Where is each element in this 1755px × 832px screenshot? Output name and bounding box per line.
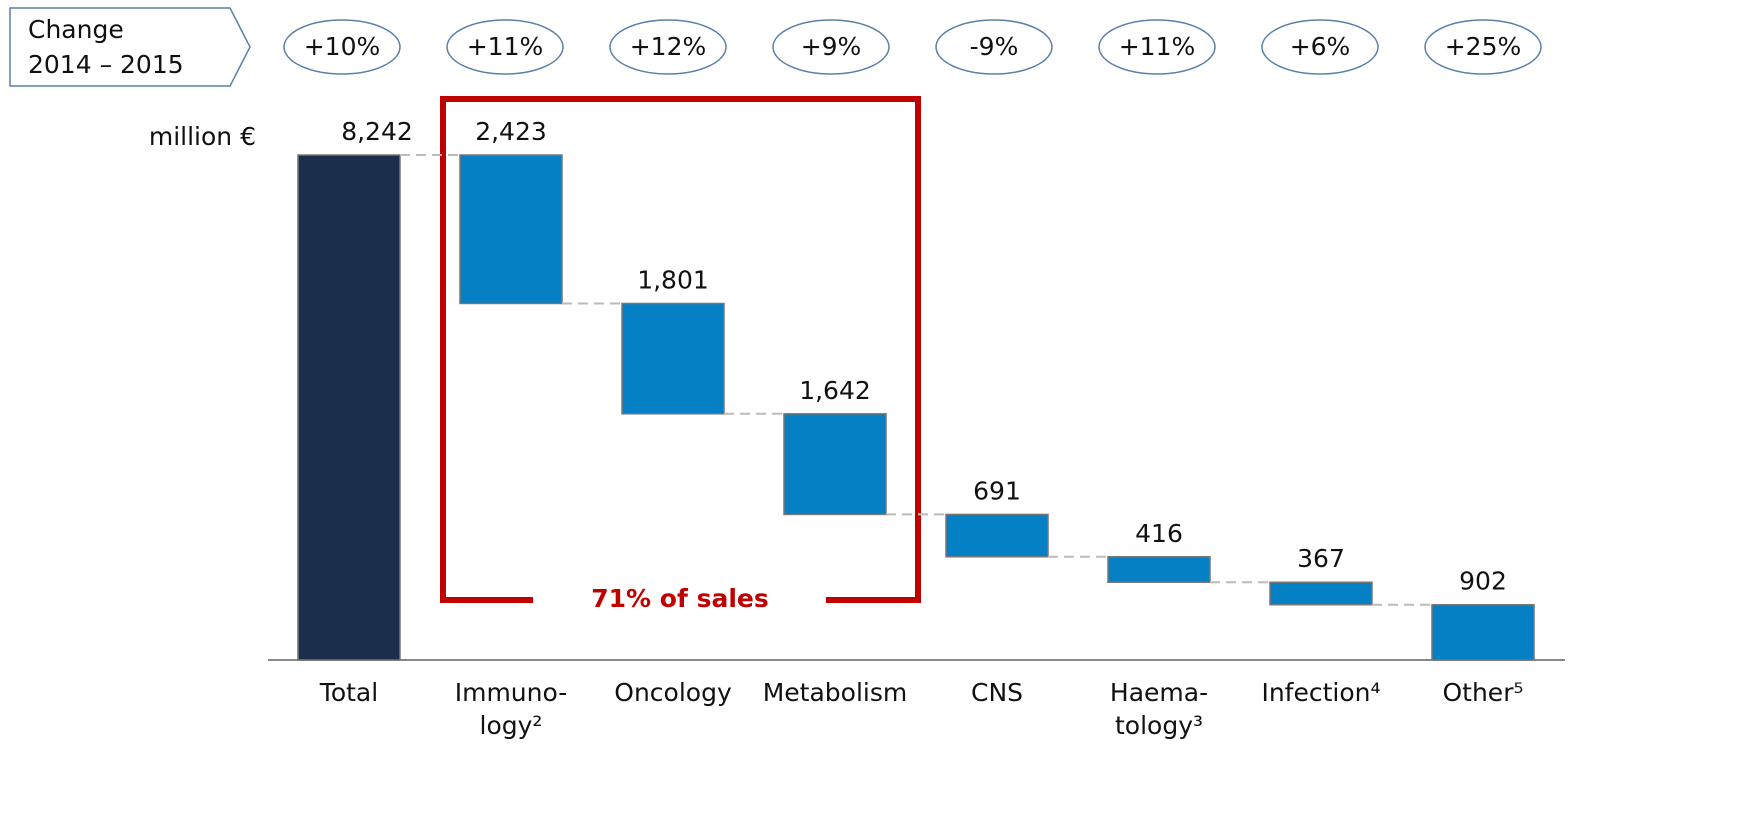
change-bubble (283, 19, 401, 75)
bar (297, 154, 401, 661)
bar (1107, 556, 1211, 583)
bar (1269, 581, 1373, 606)
change-bubble (609, 19, 727, 75)
value-label: 1,801 (637, 265, 709, 294)
x-tick-label: Immuno-logy² (455, 678, 568, 740)
bar (1431, 603, 1535, 661)
change-bubble (446, 19, 564, 75)
value-label: 1,642 (799, 376, 871, 405)
x-tick-label: Oncology (614, 678, 732, 707)
value-label: 2,423 (475, 117, 547, 146)
unit-label: million € (149, 122, 256, 151)
change-label: -9% (970, 32, 1019, 61)
highlight-bracket (440, 96, 921, 603)
change-bubble (772, 19, 890, 75)
header-line: 2014 – 2015 (28, 50, 184, 79)
change-label: +6% (1290, 32, 1351, 61)
value-label: 8,242 (341, 117, 413, 146)
value-label: 416 (1135, 519, 1183, 548)
value-label: 367 (1297, 544, 1345, 573)
x-tick-label: Haema-tology³ (1110, 678, 1208, 740)
bar (783, 413, 887, 516)
value-label: 691 (973, 476, 1021, 505)
change-label: +25% (1445, 32, 1522, 61)
change-label: +12% (630, 32, 707, 61)
change-bubble (1424, 19, 1542, 75)
bar (459, 154, 563, 305)
value-label: 902 (1459, 567, 1507, 596)
change-label: +10% (304, 32, 381, 61)
change-bubble (935, 19, 1053, 75)
bar (945, 513, 1049, 558)
change-label: +11% (1119, 32, 1196, 61)
header-box (9, 7, 251, 87)
x-tick-label: Infection⁴ (1261, 678, 1380, 707)
change-label: +11% (467, 32, 544, 61)
header-line: Change (28, 15, 124, 44)
x-tick-label: Total (319, 678, 378, 707)
change-bubble (1098, 19, 1216, 75)
change-bubble (1261, 19, 1379, 75)
bar (621, 302, 725, 415)
x-tick-label: Other⁵ (1442, 678, 1523, 707)
x-tick-label: CNS (971, 678, 1023, 707)
change-label: +9% (801, 32, 862, 61)
annotation: 71% of sales (591, 584, 768, 613)
x-tick-label: Metabolism (763, 678, 908, 707)
